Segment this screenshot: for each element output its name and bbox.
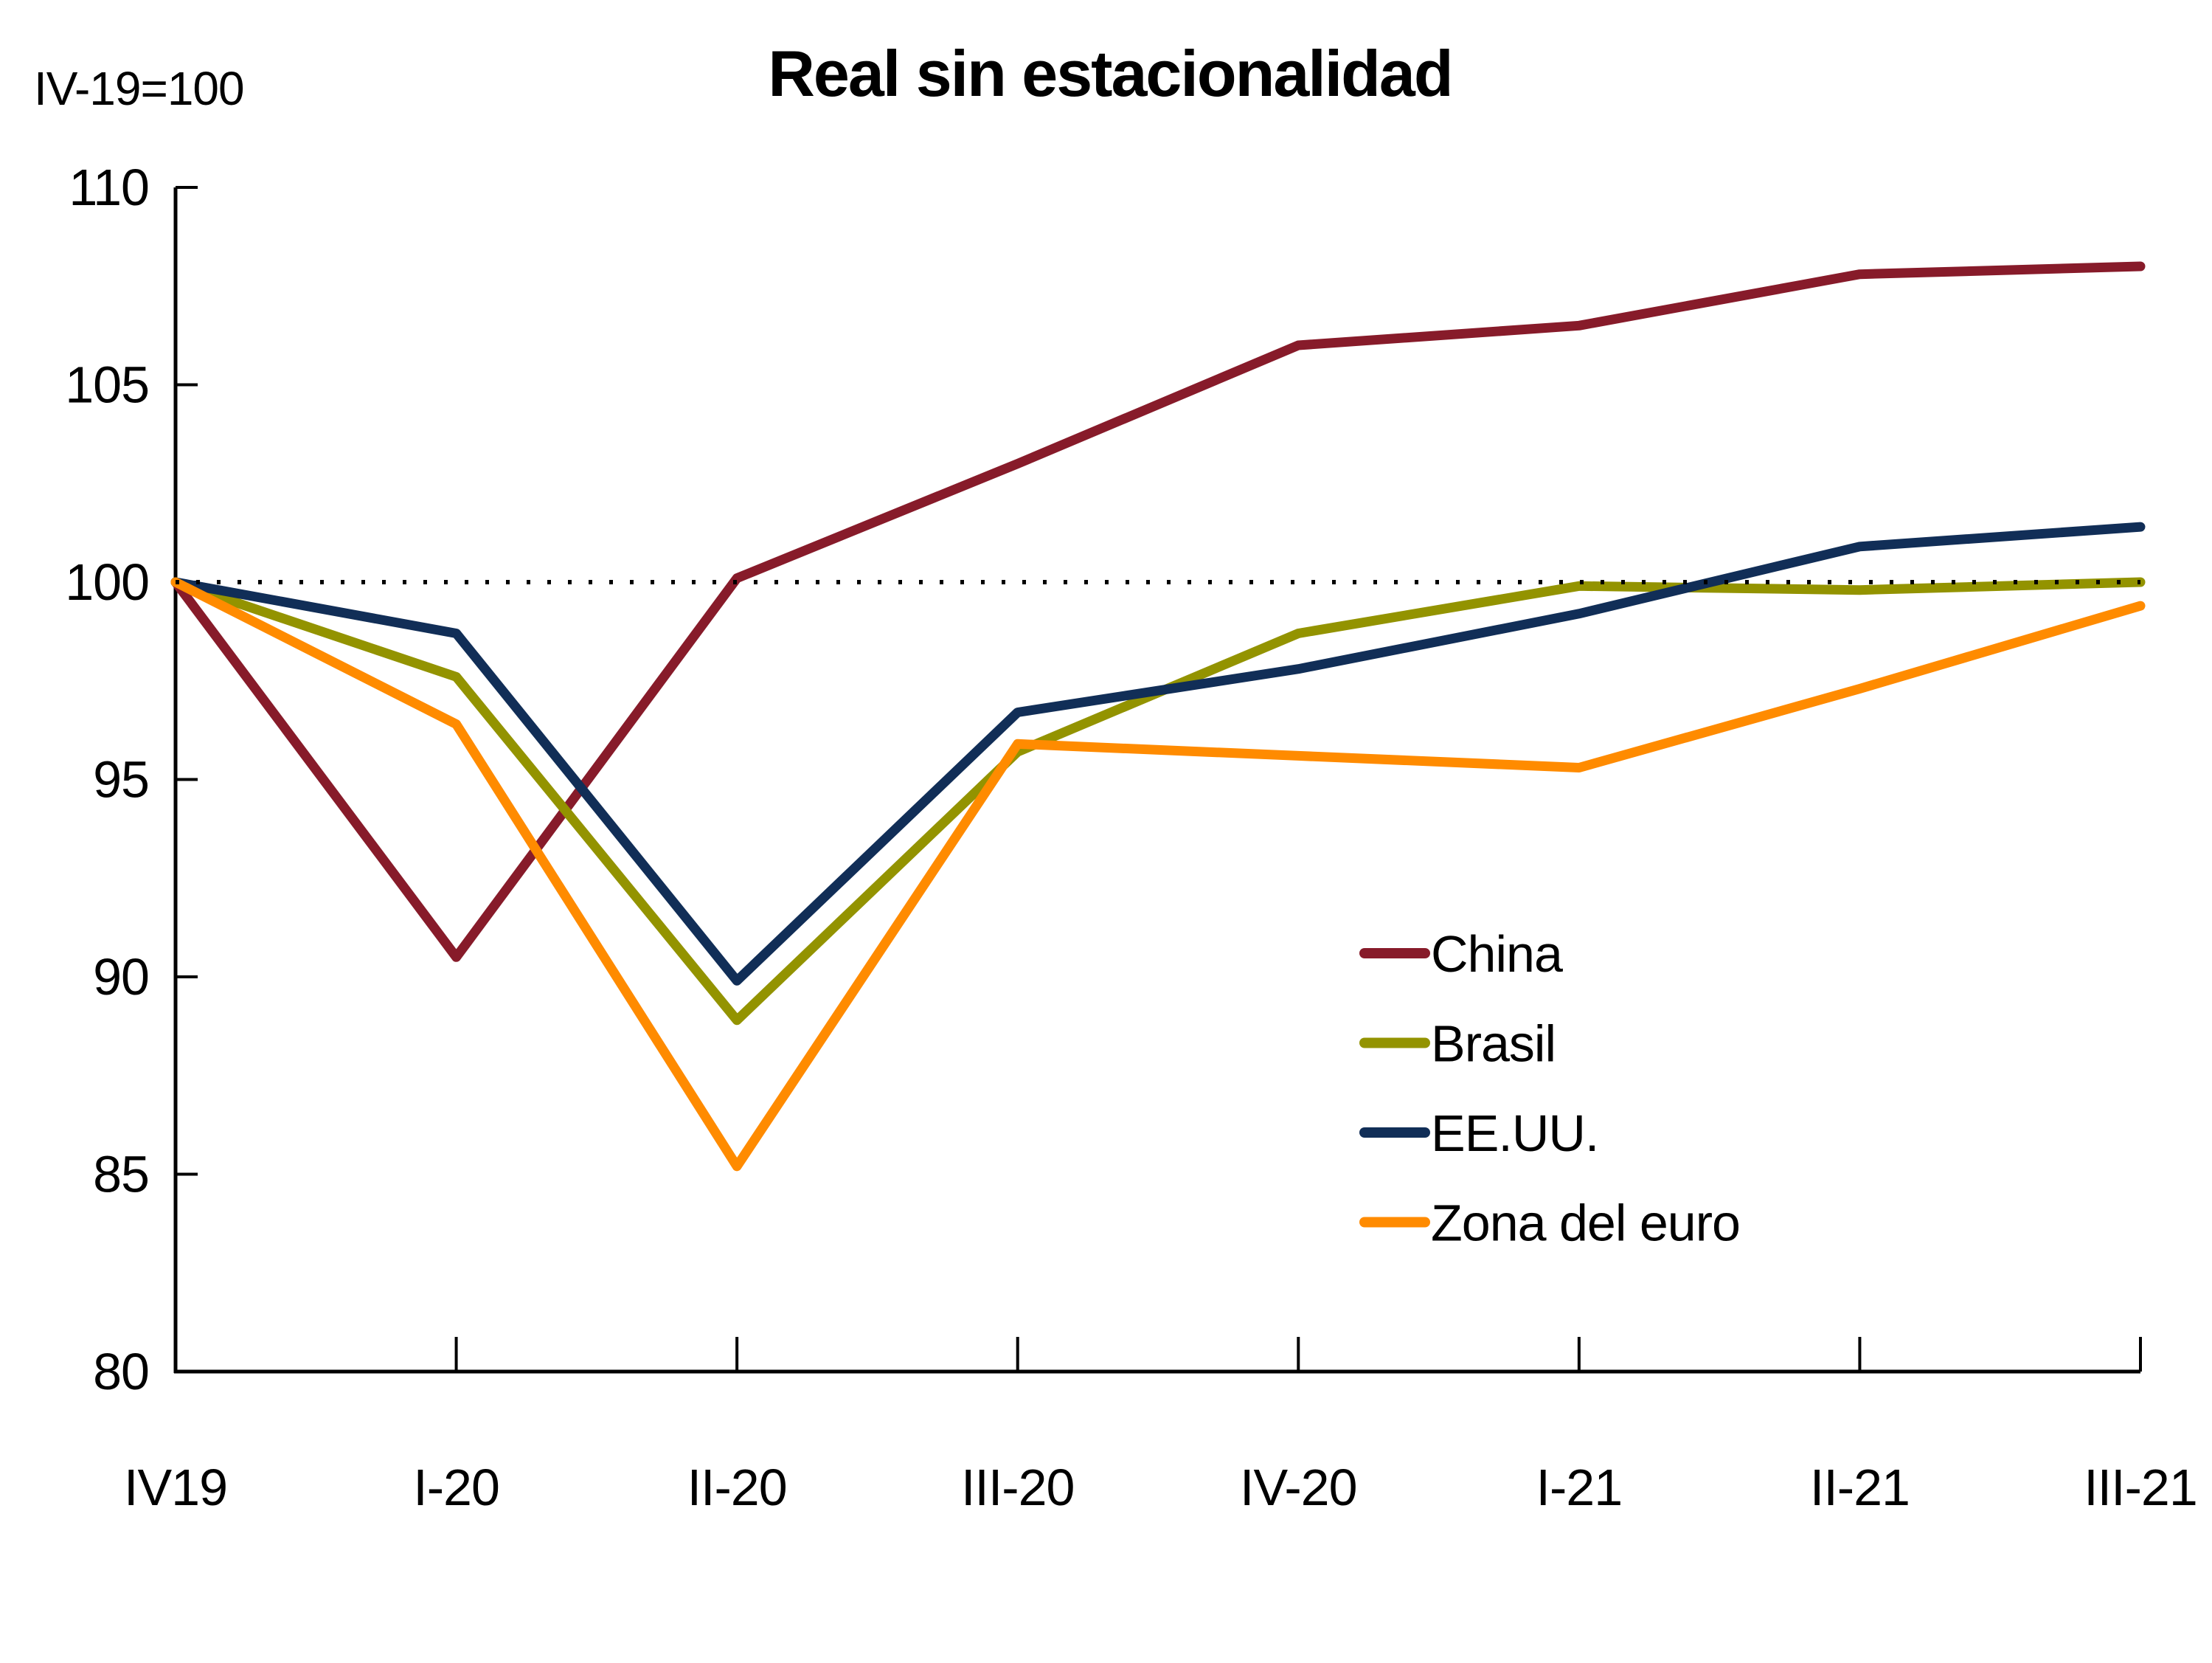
x-tick-label-I-21: I-21 (1536, 1459, 1623, 1516)
legend: China Brasil EE.UU. Zona del euro (1359, 925, 1741, 1252)
y-axis-ticks (176, 186, 198, 1373)
y-tick-label-80: 80 (93, 1343, 149, 1400)
series-line-china (170, 261, 2146, 962)
legend-label-brasil: Brasil (1431, 1015, 1556, 1073)
y-tick-label-100: 100 (65, 553, 149, 611)
y-tick-label-105: 105 (65, 356, 149, 414)
x-tick-label-I-20: I-20 (413, 1459, 499, 1516)
x-tick-label-IV-20: IV-20 (1240, 1459, 1356, 1516)
y-tick-label-90: 90 (93, 948, 149, 1006)
y-tick-label-85: 85 (93, 1146, 149, 1203)
legend-label-zona-del-euro: Zona del euro (1431, 1194, 1740, 1252)
chart-title: Real sin estacionalidad (768, 37, 1452, 110)
y-axis-labels: 110 105 100 95 90 85 80 (65, 159, 150, 1400)
x-tick-label-II-20: II-20 (687, 1459, 787, 1516)
x-tick-label-IV19: IV19 (124, 1459, 227, 1516)
series-line-ee-uu- (170, 522, 2146, 986)
legend-label-ee-uu-: EE.UU. (1431, 1104, 1598, 1162)
x-axis-ticks (174, 1337, 2142, 1372)
axis-unit-note: IV-19=100 (34, 62, 244, 115)
x-tick-label-II-21: II-21 (1810, 1459, 1910, 1516)
legend-label-china: China (1431, 925, 1563, 983)
series-line-zona-del-euro (170, 577, 2146, 1172)
y-tick-label-110: 110 (69, 159, 149, 216)
y-tick-label-95: 95 (93, 751, 149, 809)
x-tick-label-III-21: III-21 (2084, 1459, 2197, 1516)
x-tick-label-III-20: III-20 (961, 1459, 1075, 1516)
x-axis-labels: IV19 I-20 II-20 III-20 IV-20 I-21 II-21 III-21 (124, 1459, 2198, 1516)
series-lines (170, 261, 2146, 1172)
axes (173, 187, 2140, 1374)
